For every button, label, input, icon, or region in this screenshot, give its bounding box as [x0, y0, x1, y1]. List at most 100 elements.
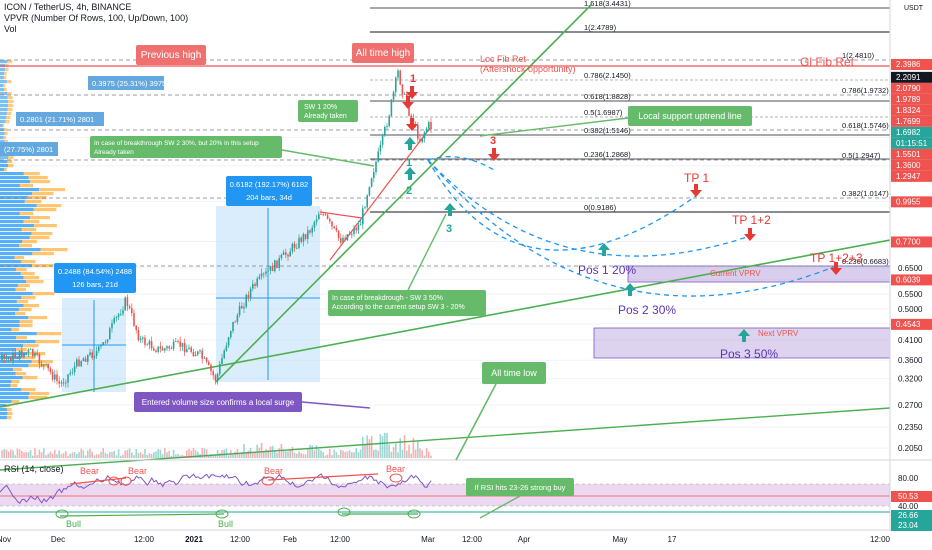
volume-bars: [1, 432, 432, 458]
fib-label-right: 0.786(1.9732): [842, 86, 889, 95]
fib-label-right: 1(2.4810): [842, 51, 875, 60]
price-marker: [891, 159, 932, 171]
num3-red: 3: [490, 135, 496, 147]
svg-text:0.2801 (21.71%) 2801: 0.2801 (21.71%) 2801: [20, 115, 94, 124]
price-marker-label: 1.6982: [896, 128, 921, 137]
svg-text:SW 1 20%Already taken: SW 1 20% Already taken: [304, 104, 347, 120]
candles: [1, 68, 432, 388]
tp12-label: TP 1+2: [732, 213, 771, 227]
rsi-bear-line-1: [69, 477, 127, 485]
long-uptrend-line: [0, 239, 891, 408]
vp-label-3: (27.75%) 2801: [0, 142, 58, 156]
arrows: [402, 86, 842, 342]
rsi-bear-4: Bear: [386, 464, 405, 474]
rsi-tick: 50.53: [898, 492, 919, 501]
rsi-band: [0, 484, 890, 506]
svg-text:0.6182 (192.17%) 6182: 0.6182 (192.17%) 6182: [230, 180, 308, 189]
rsi-tick: 40.00: [898, 502, 919, 511]
price-tick: 0.2700: [898, 401, 923, 410]
fib-retracement-lines: 1.618(3.4431) 1(2.4789) 0.786(2.1450) 0.618…: [0, 0, 890, 267]
fib-label: 1.618(3.4431): [584, 0, 631, 8]
svg-text:0.2488 (84.54%) 2488: 0.2488 (84.54%) 2488: [58, 267, 132, 276]
price-marker: [891, 59, 932, 71]
time-tick: Nov: [0, 535, 11, 544]
rsi-marker: [891, 520, 932, 531]
time-tick: Feb: [283, 535, 297, 544]
vp-label-2: 0.2801 (21.71%) 2801: [16, 112, 104, 126]
fib-label: 0.618(1.8828): [584, 92, 631, 101]
tp123-label: TP 1+2+3: [810, 251, 863, 265]
price-marker: [891, 170, 932, 182]
price-marker: [891, 115, 932, 127]
svg-text:In case of breakdrough - SW 3: In case of breakdrough - SW 3 50% Accordi…: [332, 295, 465, 311]
rsi-line: [0, 473, 432, 505]
rsi-tick: 26.66: [898, 511, 919, 520]
fib-label-right: 0.5(1.2947): [842, 151, 881, 160]
price-tick: 0.2050: [898, 444, 923, 453]
price-marker-label: 01:15:51: [896, 139, 928, 148]
measure-label-1: 0.2488 (84.54%) 2488 126 bars, 21d: [54, 263, 136, 293]
price-marker-label: 0.6039: [896, 275, 921, 284]
vol-indicator-title: Vol: [4, 24, 17, 34]
price-marker-label: 1.8324: [896, 106, 921, 115]
price-pane: [0, 0, 890, 460]
rsi-circles: [55, 473, 421, 519]
vp-label-1: 0.3975 (25.31%) 3975: [88, 76, 166, 90]
price-marker: [891, 318, 932, 330]
price-marker-label: 0.4543: [896, 320, 921, 329]
fib-label-right: 0.382(1.0147): [842, 189, 889, 198]
num1-green: 1: [406, 157, 412, 169]
current-vprv-label: Current VPRV: [710, 269, 761, 278]
rsi-bull-2: Bull: [218, 519, 233, 529]
rsi-tick: 80.00: [898, 474, 919, 483]
price-marker-label: 2.3986: [896, 60, 921, 69]
projection-paths: [427, 156, 837, 297]
price-marker: [891, 71, 932, 83]
rsi-bull-line-1: [59, 513, 225, 517]
price-marker-label: 1.9789: [896, 95, 921, 104]
price-tick: 0.5000: [898, 305, 923, 314]
time-tick: 12:00: [134, 535, 155, 544]
time-tick: 17: [668, 535, 677, 544]
price-marker-label: 1.2947: [896, 172, 921, 181]
num1-red: 1: [410, 73, 416, 85]
price-marker-label: 0.9955: [896, 197, 921, 206]
price-marker-label: 1.7699: [896, 117, 921, 126]
time-tick: May: [612, 535, 627, 544]
fib-label: 1(2.4789): [584, 23, 617, 32]
price-marker-label: 0.7700: [896, 237, 921, 246]
price-marker: [891, 104, 932, 116]
time-tick: Mar: [421, 535, 435, 544]
svg-text:126 bars, 21d: 126 bars, 21d: [72, 280, 118, 289]
rsi-bull-1: Bull: [66, 519, 81, 529]
price-tick: 0.2350: [898, 423, 923, 432]
rsi-tick: 23.04: [898, 521, 919, 530]
price-tick: 0.3200: [898, 375, 923, 384]
price-marker-label: 2.2091: [896, 73, 921, 82]
num2-green: 2: [406, 185, 412, 197]
price-tick: 0.6500: [898, 264, 923, 273]
all-time-high-label: All time high: [352, 43, 414, 63]
rsi-bear-1: Bear: [80, 466, 99, 476]
time-axis: Nov Dec 12:00 2021 12:00 Feb 12:00 Mar 12:00 Apr M…: [0, 535, 891, 544]
price-tick: 0.4100: [898, 336, 923, 345]
red-local-line: [319, 211, 363, 219]
chart-symbol-title: ICON / TetherUS, 4h, BINANCE: [4, 2, 132, 12]
svg-text:Entered volume size confirms a: Entered volume size confirms a local sur…: [142, 398, 295, 407]
time-tick: 12:00: [462, 535, 483, 544]
price-marker: [891, 196, 932, 208]
loc-fib-label: Loc Fib Ret (Aftershock opportunity): [480, 54, 576, 74]
local-support-label: Local support uptrend line: [628, 106, 752, 126]
all-time-low-label: All time low: [482, 362, 546, 384]
price-axis: USDT1.50001.25000.99550.77000.65000.6039…: [891, 5, 932, 453]
time-tick: 12:00: [870, 535, 891, 544]
rsi-bear-2: Bear: [128, 466, 147, 476]
svg-text:204 bars, 34d: 204 bars, 34d: [246, 193, 292, 202]
fib-label-right: 0.236(0.6683): [842, 257, 889, 266]
num3-green: 3: [446, 223, 452, 235]
price-marker-label: 2.0790: [896, 84, 921, 93]
rsi-note-label: If RSI hits 23-26 strong buy: [466, 478, 574, 496]
pos3-label: Pos 3 50%: [720, 347, 778, 361]
